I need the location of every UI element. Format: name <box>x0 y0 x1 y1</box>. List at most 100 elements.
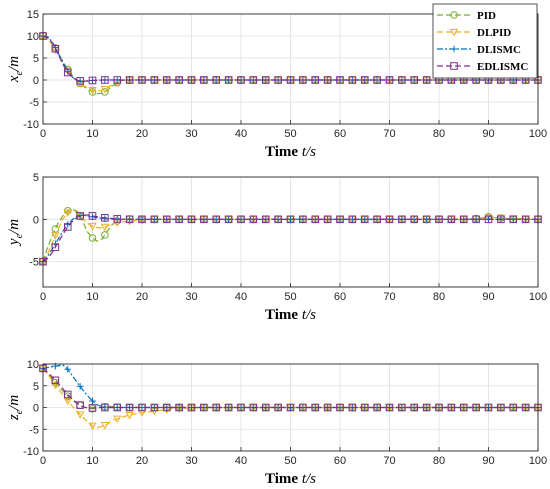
data-point <box>101 231 109 239</box>
data-point <box>497 403 505 412</box>
data-point <box>224 403 233 412</box>
x-tick-label: 90 <box>482 128 494 140</box>
data-point <box>286 215 295 224</box>
data-point <box>138 403 146 412</box>
data-point <box>125 76 134 84</box>
x-axis-label: Time t/s <box>265 144 316 160</box>
axes-frame <box>42 13 539 125</box>
x-tick-label: 20 <box>136 128 148 140</box>
data-point <box>175 76 183 84</box>
data-point <box>472 403 480 412</box>
legend-marker <box>449 28 459 37</box>
data-point <box>88 76 97 85</box>
data-point <box>496 214 506 223</box>
data-point <box>175 403 183 412</box>
data-point <box>385 403 394 412</box>
data-point <box>88 86 97 95</box>
legend-entry-edlismc: EDLISMC <box>437 61 528 73</box>
data-point <box>385 76 394 84</box>
series-line <box>42 35 538 95</box>
x-tick-label: 20 <box>136 455 148 467</box>
data-point <box>348 215 357 224</box>
y-tick-label: 10 <box>27 31 39 43</box>
data-point <box>64 365 72 373</box>
axes-frame <box>42 176 539 288</box>
data-point <box>373 403 381 412</box>
data-point <box>100 223 110 232</box>
data-point <box>422 215 431 224</box>
x-tick-label: 30 <box>185 455 197 467</box>
y-tick-label: 5 <box>33 172 39 184</box>
data-point <box>311 215 320 224</box>
data-point <box>200 215 208 224</box>
data-point <box>162 215 171 224</box>
data-point <box>410 403 419 412</box>
x-tick-label: 30 <box>185 128 197 140</box>
legend-marker <box>450 11 458 19</box>
data-point <box>323 403 332 412</box>
data-point <box>398 403 406 412</box>
data-point <box>212 215 221 224</box>
data-point <box>521 403 530 412</box>
data-point <box>88 88 97 96</box>
data-point <box>484 403 493 412</box>
data-point <box>459 403 468 412</box>
data-point <box>150 403 159 412</box>
data-point <box>459 215 468 224</box>
x-tick-label: 0 <box>40 291 46 303</box>
series-line <box>42 35 538 82</box>
data-point <box>286 403 295 412</box>
y-axis-label: ze/m <box>6 395 25 421</box>
data-point <box>422 403 431 412</box>
data-point <box>76 77 84 85</box>
x-tick-label: 50 <box>284 291 296 303</box>
data-point <box>261 76 270 84</box>
data-point <box>261 215 270 224</box>
y-axis-label: ye/m <box>6 219 25 247</box>
data-point <box>360 76 369 84</box>
data-point <box>125 411 134 420</box>
series-line <box>42 214 538 263</box>
x-tick-label: 70 <box>383 128 395 140</box>
data-point <box>274 215 282 224</box>
data-point <box>336 76 344 84</box>
legend-marker <box>450 62 458 70</box>
data-point <box>398 76 406 84</box>
x-tick-label: 100 <box>529 291 547 303</box>
data-point <box>63 68 72 77</box>
data-point <box>51 376 60 385</box>
legend-entry-dlpid: DLPID <box>437 27 511 39</box>
data-point <box>385 215 394 224</box>
data-point <box>224 76 233 84</box>
data-point <box>435 215 443 224</box>
data-point <box>360 215 369 224</box>
data-point <box>435 403 443 412</box>
x-tick-label: 80 <box>433 291 445 303</box>
data-point <box>336 215 344 224</box>
x-tick-label: 80 <box>433 128 445 140</box>
data-point <box>63 397 72 406</box>
data-point <box>113 403 122 412</box>
data-point <box>63 223 72 231</box>
data-point <box>51 381 60 390</box>
legend-entry-dlismc: DLISMC <box>437 44 521 56</box>
data-point <box>299 403 307 412</box>
x-tick-label: 70 <box>383 455 395 467</box>
y-tick-label: -5 <box>29 97 39 109</box>
legend-label: EDLISMC <box>477 61 528 73</box>
data-point <box>63 390 72 399</box>
data-point <box>88 422 97 431</box>
y-tick-label: 0 <box>33 75 39 87</box>
data-point <box>51 44 60 53</box>
data-point <box>224 215 233 224</box>
data-point <box>101 403 109 412</box>
y-tick-label: -10 <box>23 446 39 458</box>
data-point <box>76 383 84 390</box>
data-point <box>88 212 97 220</box>
data-point <box>187 215 196 224</box>
data-point <box>509 403 518 412</box>
data-point <box>323 76 332 84</box>
data-point <box>311 403 320 412</box>
data-point <box>138 76 146 84</box>
